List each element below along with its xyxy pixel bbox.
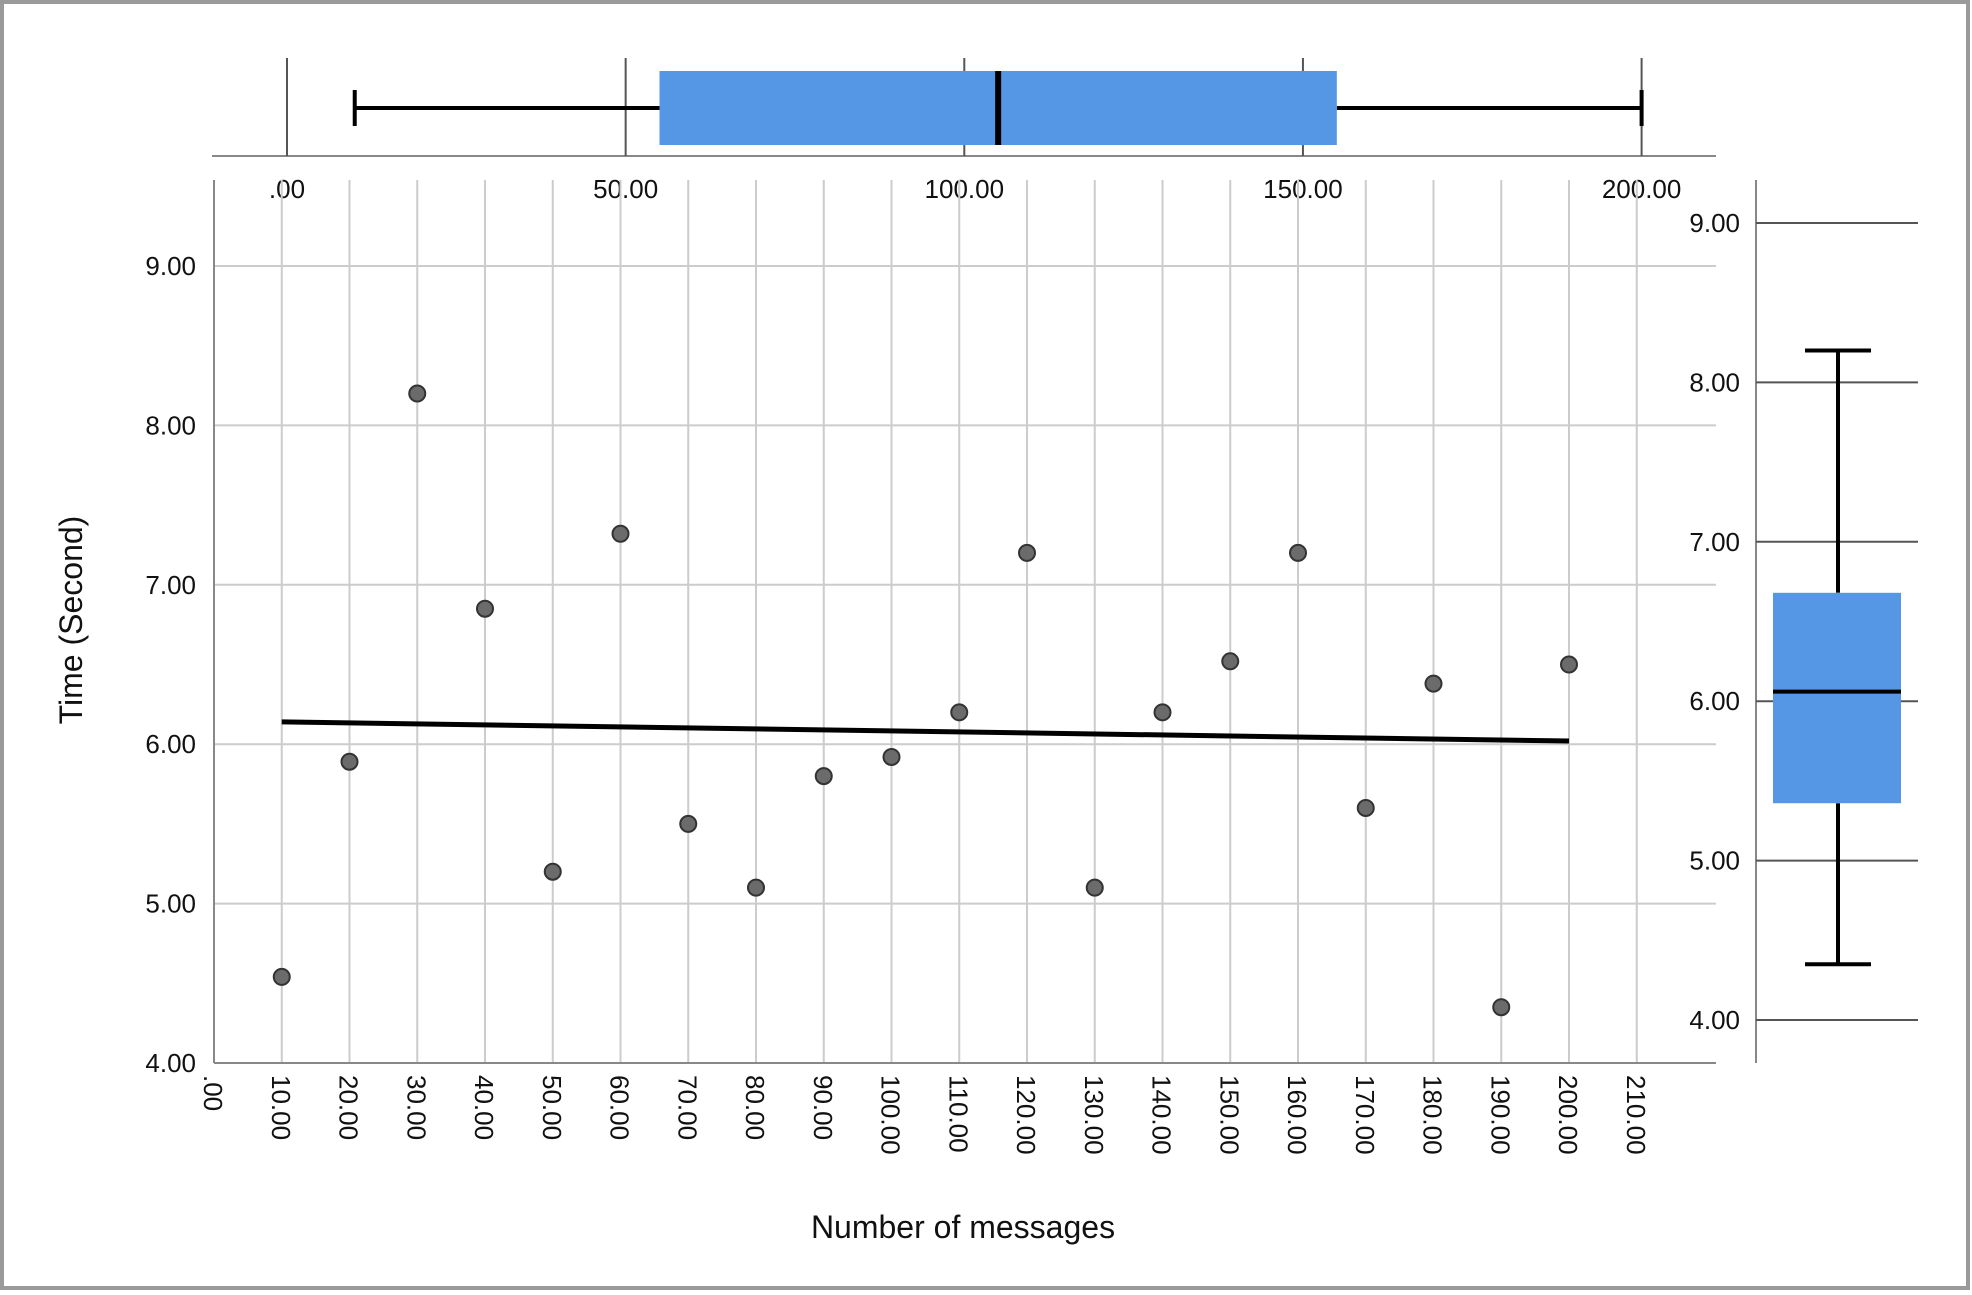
data-point xyxy=(679,814,698,833)
top-tick-label: 150.00 xyxy=(1263,174,1343,204)
fit-line xyxy=(281,719,1570,744)
y-axis-label: Time (Second) xyxy=(53,516,89,725)
y-tick-label: 7.00 xyxy=(145,570,196,600)
top-boxplot: .00 50.00 100.00 150.00 200.00 xyxy=(212,58,1716,204)
x-tick-label: 200.00 xyxy=(1553,1075,1583,1155)
data-point xyxy=(476,599,494,618)
x-tick-label: 80.00 xyxy=(740,1075,770,1140)
right-tick-label: 9.00 xyxy=(1689,208,1740,238)
right-tick-label: 8.00 xyxy=(1689,367,1740,397)
right-tick-label: 7.00 xyxy=(1689,527,1740,557)
x-tick-label: 190.00 xyxy=(1485,1075,1515,1155)
top-tick-label: 100.00 xyxy=(925,174,1005,204)
data-point xyxy=(882,747,901,766)
data-point xyxy=(1492,998,1511,1017)
x-tick-label: 210.00 xyxy=(1621,1075,1651,1155)
x-tick-label: 170.00 xyxy=(1350,1075,1380,1155)
x-tick-label: 90.00 xyxy=(808,1075,838,1140)
right-box xyxy=(1773,592,1901,804)
data-point xyxy=(1424,674,1443,693)
data-point xyxy=(814,767,833,786)
scatter-plot: .00 10.00 20.00 30.00 40.00 50.00 60.00 70.00 80… xyxy=(145,180,1716,1155)
data-point xyxy=(408,384,427,403)
right-tick-label: 5.00 xyxy=(1689,846,1740,876)
y-tick-label: 5.00 xyxy=(145,889,196,919)
x-tick-label: 130.00 xyxy=(1079,1075,1109,1155)
data-point xyxy=(950,703,969,722)
x-axis-label: Number of messages xyxy=(811,1209,1115,1245)
x-tick-label: 50.00 xyxy=(537,1075,567,1140)
data-point xyxy=(543,862,562,881)
data-point xyxy=(1356,798,1375,817)
data-point xyxy=(340,752,359,771)
top-tick-label: 50.00 xyxy=(593,174,658,204)
x-tick-label: 40.00 xyxy=(469,1075,499,1140)
data-point xyxy=(1221,652,1240,671)
data-point xyxy=(272,967,291,986)
x-tick-label: 70.00 xyxy=(672,1075,702,1140)
x-tick-label: 110.00 xyxy=(943,1075,973,1153)
data-point xyxy=(1018,543,1036,562)
data-point xyxy=(1153,703,1172,722)
data-point xyxy=(611,524,630,543)
y-tick-label: 9.00 xyxy=(145,251,196,281)
x-tick-label: 100.00 xyxy=(876,1075,906,1155)
x-tick-label: 60.00 xyxy=(605,1075,635,1140)
x-tick-label: 150.00 xyxy=(1214,1075,1244,1155)
data-point xyxy=(1560,655,1578,674)
x-tick-label: 30.00 xyxy=(401,1075,431,1140)
y-tick-label: 4.00 xyxy=(145,1048,196,1078)
x-tick-label: 20.00 xyxy=(334,1075,364,1140)
data-point xyxy=(747,878,765,897)
x-tick-label: 180.00 xyxy=(1418,1075,1448,1155)
y-tick-label: 8.00 xyxy=(145,410,196,440)
data-point xyxy=(1289,543,1307,562)
top-tick-label: .00 xyxy=(269,174,305,204)
x-tick-label: .00 xyxy=(198,1075,228,1111)
x-tick-label: 10.00 xyxy=(266,1075,296,1140)
y-tick-label: 6.00 xyxy=(145,729,196,759)
right-boxplot: 4.00 5.00 6.00 7.00 8.00 9.00 xyxy=(1689,180,1918,1063)
top-tick-label: 200.00 xyxy=(1602,174,1682,204)
data-point xyxy=(1085,878,1104,897)
right-tick-label: 6.00 xyxy=(1689,686,1740,716)
x-tick-label: 140.00 xyxy=(1147,1075,1177,1155)
x-tick-label: 160.00 xyxy=(1282,1075,1312,1155)
x-tick-label: 120.00 xyxy=(1011,1075,1041,1155)
right-tick-label: 4.00 xyxy=(1689,1005,1740,1035)
